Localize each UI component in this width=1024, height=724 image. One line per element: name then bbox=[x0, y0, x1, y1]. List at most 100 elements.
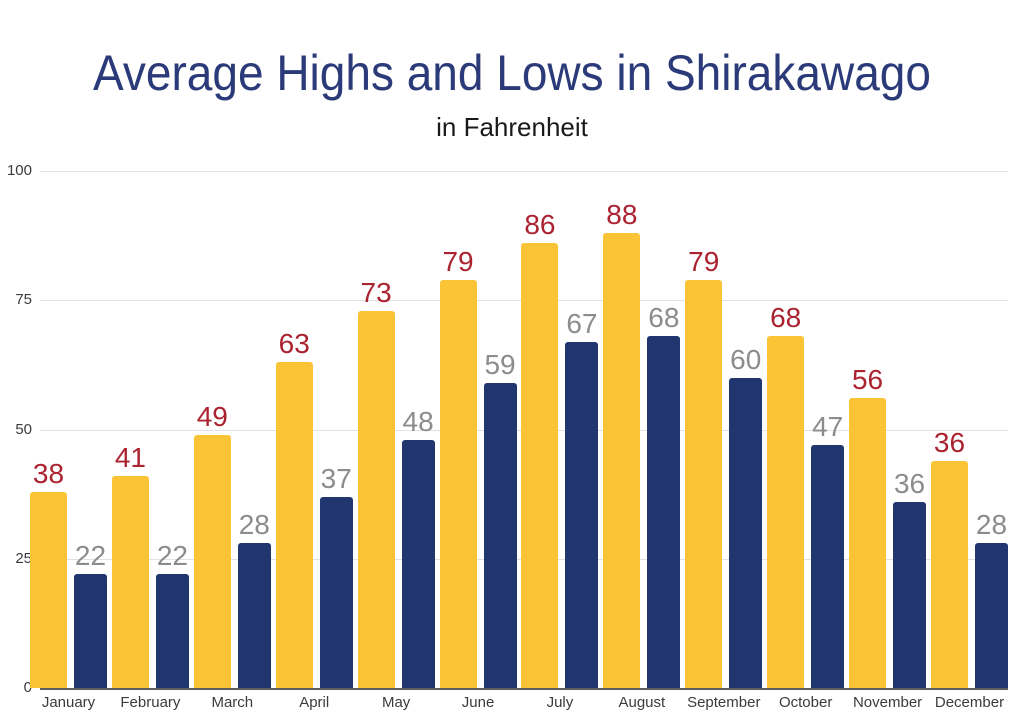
month-label: April bbox=[299, 694, 330, 711]
x-axis-line bbox=[40, 688, 1008, 690]
low-value-label: 47 bbox=[812, 411, 844, 443]
high-column: 41 bbox=[111, 171, 149, 688]
high-column: 56 bbox=[849, 171, 887, 688]
month-group-november: 56 36 November bbox=[849, 171, 927, 710]
high-column: 88 bbox=[603, 171, 641, 688]
low-bar bbox=[319, 496, 353, 688]
month-label: March bbox=[211, 694, 254, 711]
low-column: 68 bbox=[647, 171, 681, 688]
low-bar bbox=[811, 445, 845, 688]
month-group-march: 49 28 March bbox=[193, 171, 271, 710]
high-value-label: 68 bbox=[770, 302, 802, 334]
low-value-label: 28 bbox=[238, 509, 270, 541]
high-bar bbox=[849, 398, 887, 688]
low-column: 28 bbox=[237, 171, 271, 688]
low-column: 22 bbox=[155, 171, 189, 688]
low-column: 37 bbox=[319, 171, 353, 688]
high-bar bbox=[357, 310, 395, 688]
low-value-label: 68 bbox=[648, 302, 680, 334]
high-value-label: 88 bbox=[606, 199, 638, 231]
high-value-label: 63 bbox=[278, 328, 310, 360]
high-column: 63 bbox=[275, 171, 313, 688]
month-group-january: 38 22 January bbox=[30, 171, 107, 710]
low-bar bbox=[237, 543, 271, 688]
low-bar bbox=[565, 341, 599, 688]
high-bar bbox=[193, 434, 231, 688]
high-column: 73 bbox=[357, 171, 395, 688]
high-bar bbox=[111, 476, 149, 688]
month-label: November bbox=[852, 694, 923, 711]
gridline-100 bbox=[40, 171, 1008, 172]
y-tick-label-0: 0 bbox=[23, 679, 32, 696]
high-value-label: 36 bbox=[933, 426, 966, 458]
month-group-may: 73 48 May bbox=[357, 171, 435, 710]
low-column: 60 bbox=[729, 171, 763, 688]
bars-row: 38 22 January 41 22 February 49 28 March 63 37 Apri… bbox=[30, 171, 1008, 710]
low-bar bbox=[729, 377, 763, 688]
high-bar bbox=[521, 243, 559, 688]
month-label: December bbox=[934, 694, 1005, 711]
low-bar bbox=[155, 574, 189, 688]
month-group-september: 79 60 September bbox=[685, 171, 763, 710]
month-label: August bbox=[618, 694, 666, 711]
high-bar bbox=[685, 279, 723, 688]
high-column: 86 bbox=[521, 171, 559, 688]
high-value-label: 38 bbox=[32, 457, 65, 489]
month-group-june: 79 59 June bbox=[439, 171, 517, 710]
low-bar bbox=[893, 501, 927, 688]
chart-plot: 38 22 January 41 22 February 49 28 March 63 37 Apri… bbox=[7, 162, 1008, 710]
low-column: 67 bbox=[565, 171, 599, 688]
low-value-label: 59 bbox=[484, 348, 516, 380]
high-value-label: 41 bbox=[114, 442, 146, 474]
low-value-label: 67 bbox=[566, 307, 598, 339]
high-value-label: 79 bbox=[442, 245, 474, 277]
low-value-label: 22 bbox=[156, 540, 188, 572]
low-value-label: 60 bbox=[730, 343, 762, 375]
month-label: May bbox=[381, 694, 411, 711]
high-column: 36 bbox=[930, 171, 968, 688]
low-column: 22 bbox=[74, 171, 107, 688]
low-value-label: 36 bbox=[893, 467, 926, 499]
high-column: 68 bbox=[767, 171, 805, 688]
y-tick-label-50: 50 bbox=[15, 420, 32, 438]
month-label: February bbox=[120, 694, 181, 711]
chart-title: Average Highs and Lows in Shirakawago bbox=[93, 45, 931, 101]
high-bar bbox=[439, 279, 477, 688]
month-group-february: 41 22 February bbox=[111, 171, 189, 710]
low-bar bbox=[483, 382, 517, 688]
high-bar bbox=[603, 233, 641, 688]
low-value-label: 22 bbox=[74, 540, 107, 572]
month-group-july: 86 67 July bbox=[521, 171, 599, 710]
chart-subtitle: in Fahrenheit bbox=[436, 112, 588, 142]
month-group-april: 63 37 April bbox=[275, 171, 353, 710]
high-value-label: 49 bbox=[196, 400, 228, 432]
high-bar bbox=[30, 491, 67, 688]
low-bar bbox=[974, 543, 1008, 688]
low-bar bbox=[74, 574, 107, 688]
y-tick-label-75: 75 bbox=[15, 291, 32, 309]
low-column: 28 bbox=[974, 171, 1008, 688]
low-bar bbox=[647, 336, 681, 688]
high-value-label: 56 bbox=[851, 364, 884, 396]
month-label: June bbox=[461, 694, 495, 711]
month-group-december: 36 28 December bbox=[930, 171, 1008, 710]
month-label: October bbox=[778, 694, 833, 711]
high-column: 49 bbox=[193, 171, 231, 688]
month-label: January bbox=[41, 694, 96, 711]
high-column: 38 bbox=[30, 171, 67, 688]
low-column: 59 bbox=[483, 171, 517, 688]
month-group-october: 68 47 October bbox=[767, 171, 845, 710]
low-value-label: 37 bbox=[320, 462, 352, 494]
month-label: September bbox=[687, 694, 761, 711]
high-column: 79 bbox=[685, 171, 723, 688]
y-tick-label-25: 25 bbox=[15, 549, 32, 567]
high-value-label: 79 bbox=[688, 245, 720, 277]
low-column: 36 bbox=[893, 171, 927, 688]
high-bar bbox=[930, 460, 968, 688]
month-group-august: 88 68 August bbox=[603, 171, 681, 710]
high-value-label: 73 bbox=[360, 276, 392, 308]
high-bar bbox=[275, 362, 313, 688]
low-bar bbox=[401, 439, 435, 688]
month-label: July bbox=[546, 694, 574, 711]
